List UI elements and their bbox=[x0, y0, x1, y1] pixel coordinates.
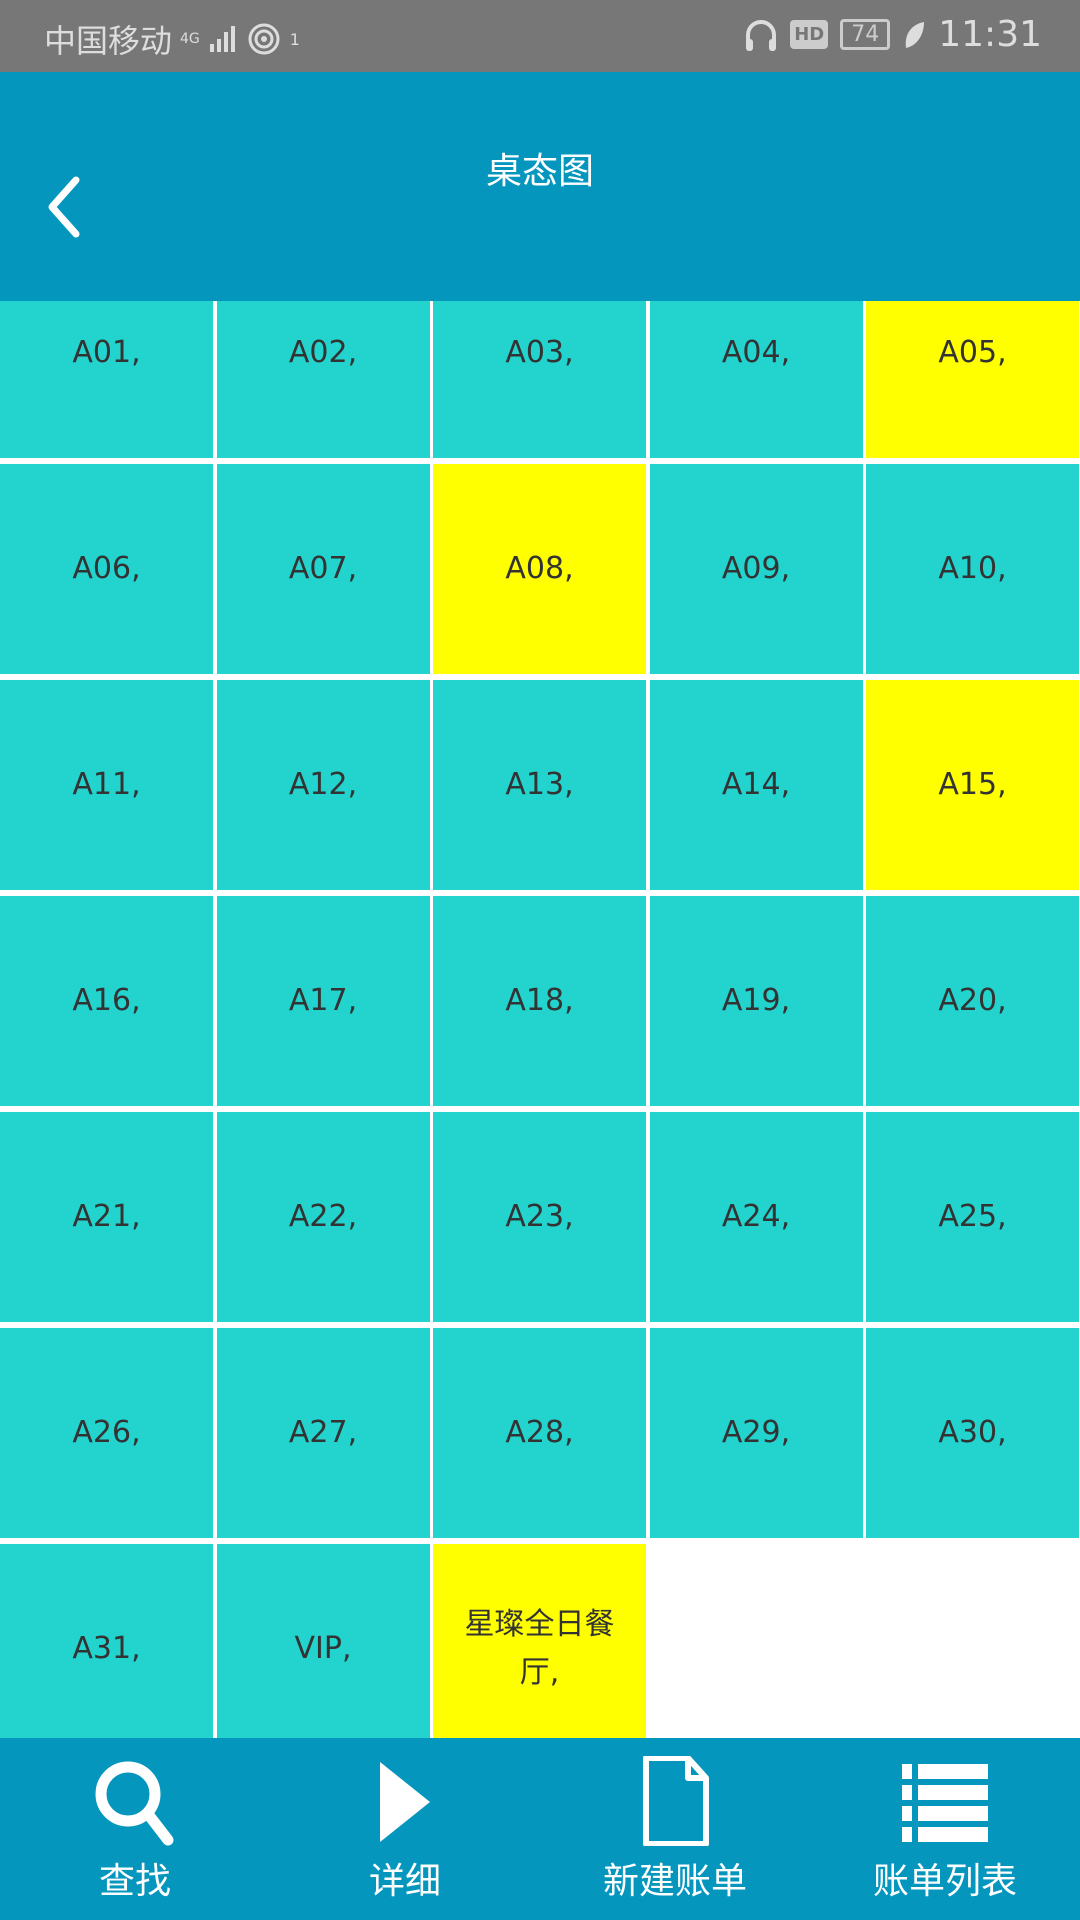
hotspot-icon bbox=[248, 23, 280, 55]
headphones-icon bbox=[746, 19, 777, 51]
document-icon bbox=[643, 1756, 709, 1846]
table-cell[interactable]: A04, bbox=[649, 301, 863, 458]
list-icon bbox=[902, 1764, 988, 1842]
table-cell[interactable]: A18, bbox=[433, 896, 646, 1106]
back-icon[interactable] bbox=[40, 162, 100, 242]
table-cell[interactable]: A13, bbox=[433, 680, 646, 890]
table-cell[interactable]: A31, bbox=[0, 1544, 213, 1738]
table-cell[interactable]: A26, bbox=[0, 1328, 213, 1538]
table-cell[interactable]: A28, bbox=[433, 1328, 646, 1538]
table-cell[interactable]: A11, bbox=[0, 680, 213, 890]
table-cell[interactable]: A29, bbox=[649, 1328, 863, 1538]
table-cell[interactable]: A08, bbox=[433, 464, 646, 674]
table-cell[interactable]: A27, bbox=[216, 1328, 430, 1538]
table-cell[interactable]: A02, bbox=[216, 301, 430, 458]
table-cell[interactable]: A17, bbox=[216, 896, 430, 1106]
table-cell[interactable]: A10, bbox=[866, 464, 1079, 674]
page-title: 桌态图 bbox=[485, 151, 594, 192]
status-bar: 中国移动 4G 1 HD 74 11:31 bbox=[0, 0, 1080, 72]
clock: 11:31 bbox=[938, 14, 1042, 55]
table-cell[interactable]: A16, bbox=[0, 896, 213, 1106]
nav-detail-button[interactable]: 详细 bbox=[270, 1738, 540, 1920]
table-cell[interactable]: A15, bbox=[866, 680, 1079, 890]
nav-bill-list-button[interactable]: 账单列表 bbox=[810, 1738, 1080, 1920]
carrier-name: 中国移动 bbox=[44, 22, 173, 60]
table-cell[interactable]: A21, bbox=[0, 1112, 213, 1322]
table-cell[interactable]: VIP, bbox=[216, 1544, 430, 1738]
nav-label: 账单列表 bbox=[872, 1861, 1017, 1902]
leaf-icon bbox=[905, 21, 925, 48]
table-cell[interactable]: A03, bbox=[433, 301, 646, 458]
table-cell[interactable]: A20, bbox=[866, 896, 1079, 1106]
table-cell[interactable]: 星璨全日餐厅, bbox=[433, 1544, 646, 1738]
app-header: 桌态图 bbox=[0, 72, 1080, 301]
table-cell[interactable]: A05, bbox=[866, 301, 1079, 458]
hotspot-count: 1 bbox=[289, 29, 300, 49]
table-cell[interactable]: A19, bbox=[649, 896, 863, 1106]
table-cell[interactable]: A24, bbox=[649, 1112, 863, 1322]
nav-label: 详细 bbox=[368, 1861, 441, 1902]
table-cell[interactable]: A07, bbox=[216, 464, 430, 674]
network-type: 4G bbox=[180, 31, 200, 47]
nav-search-button[interactable]: 查找 bbox=[0, 1738, 270, 1920]
table-cell[interactable]: A09, bbox=[649, 464, 863, 674]
table-cell[interactable]: A22, bbox=[216, 1112, 430, 1322]
table-cell[interactable]: A06, bbox=[0, 464, 213, 674]
table-cell[interactable]: A23, bbox=[433, 1112, 646, 1322]
table-cell[interactable]: A12, bbox=[216, 680, 430, 890]
battery-icon: 74 bbox=[840, 19, 891, 50]
table-cell[interactable]: A30, bbox=[866, 1328, 1079, 1538]
nav-label: 查找 bbox=[98, 1861, 171, 1902]
play-icon bbox=[380, 1762, 430, 1842]
bottom-nav: 查找 详细 新建账单 账单列表 bbox=[0, 1738, 1080, 1920]
nav-new-bill-button[interactable]: 新建账单 bbox=[540, 1738, 810, 1920]
table-cell[interactable]: A14, bbox=[649, 680, 863, 890]
nav-label: 新建账单 bbox=[602, 1861, 747, 1902]
table-cell[interactable]: A25, bbox=[866, 1112, 1079, 1322]
hd-badge: HD bbox=[790, 20, 829, 49]
table-grid: A01, A02, A03, A04, A05, A06, A07, A08, A09, A10,… bbox=[0, 301, 1080, 1738]
table-cell[interactable]: A01, bbox=[0, 301, 213, 458]
signal-icon bbox=[209, 26, 235, 52]
search-icon bbox=[95, 1761, 174, 1846]
